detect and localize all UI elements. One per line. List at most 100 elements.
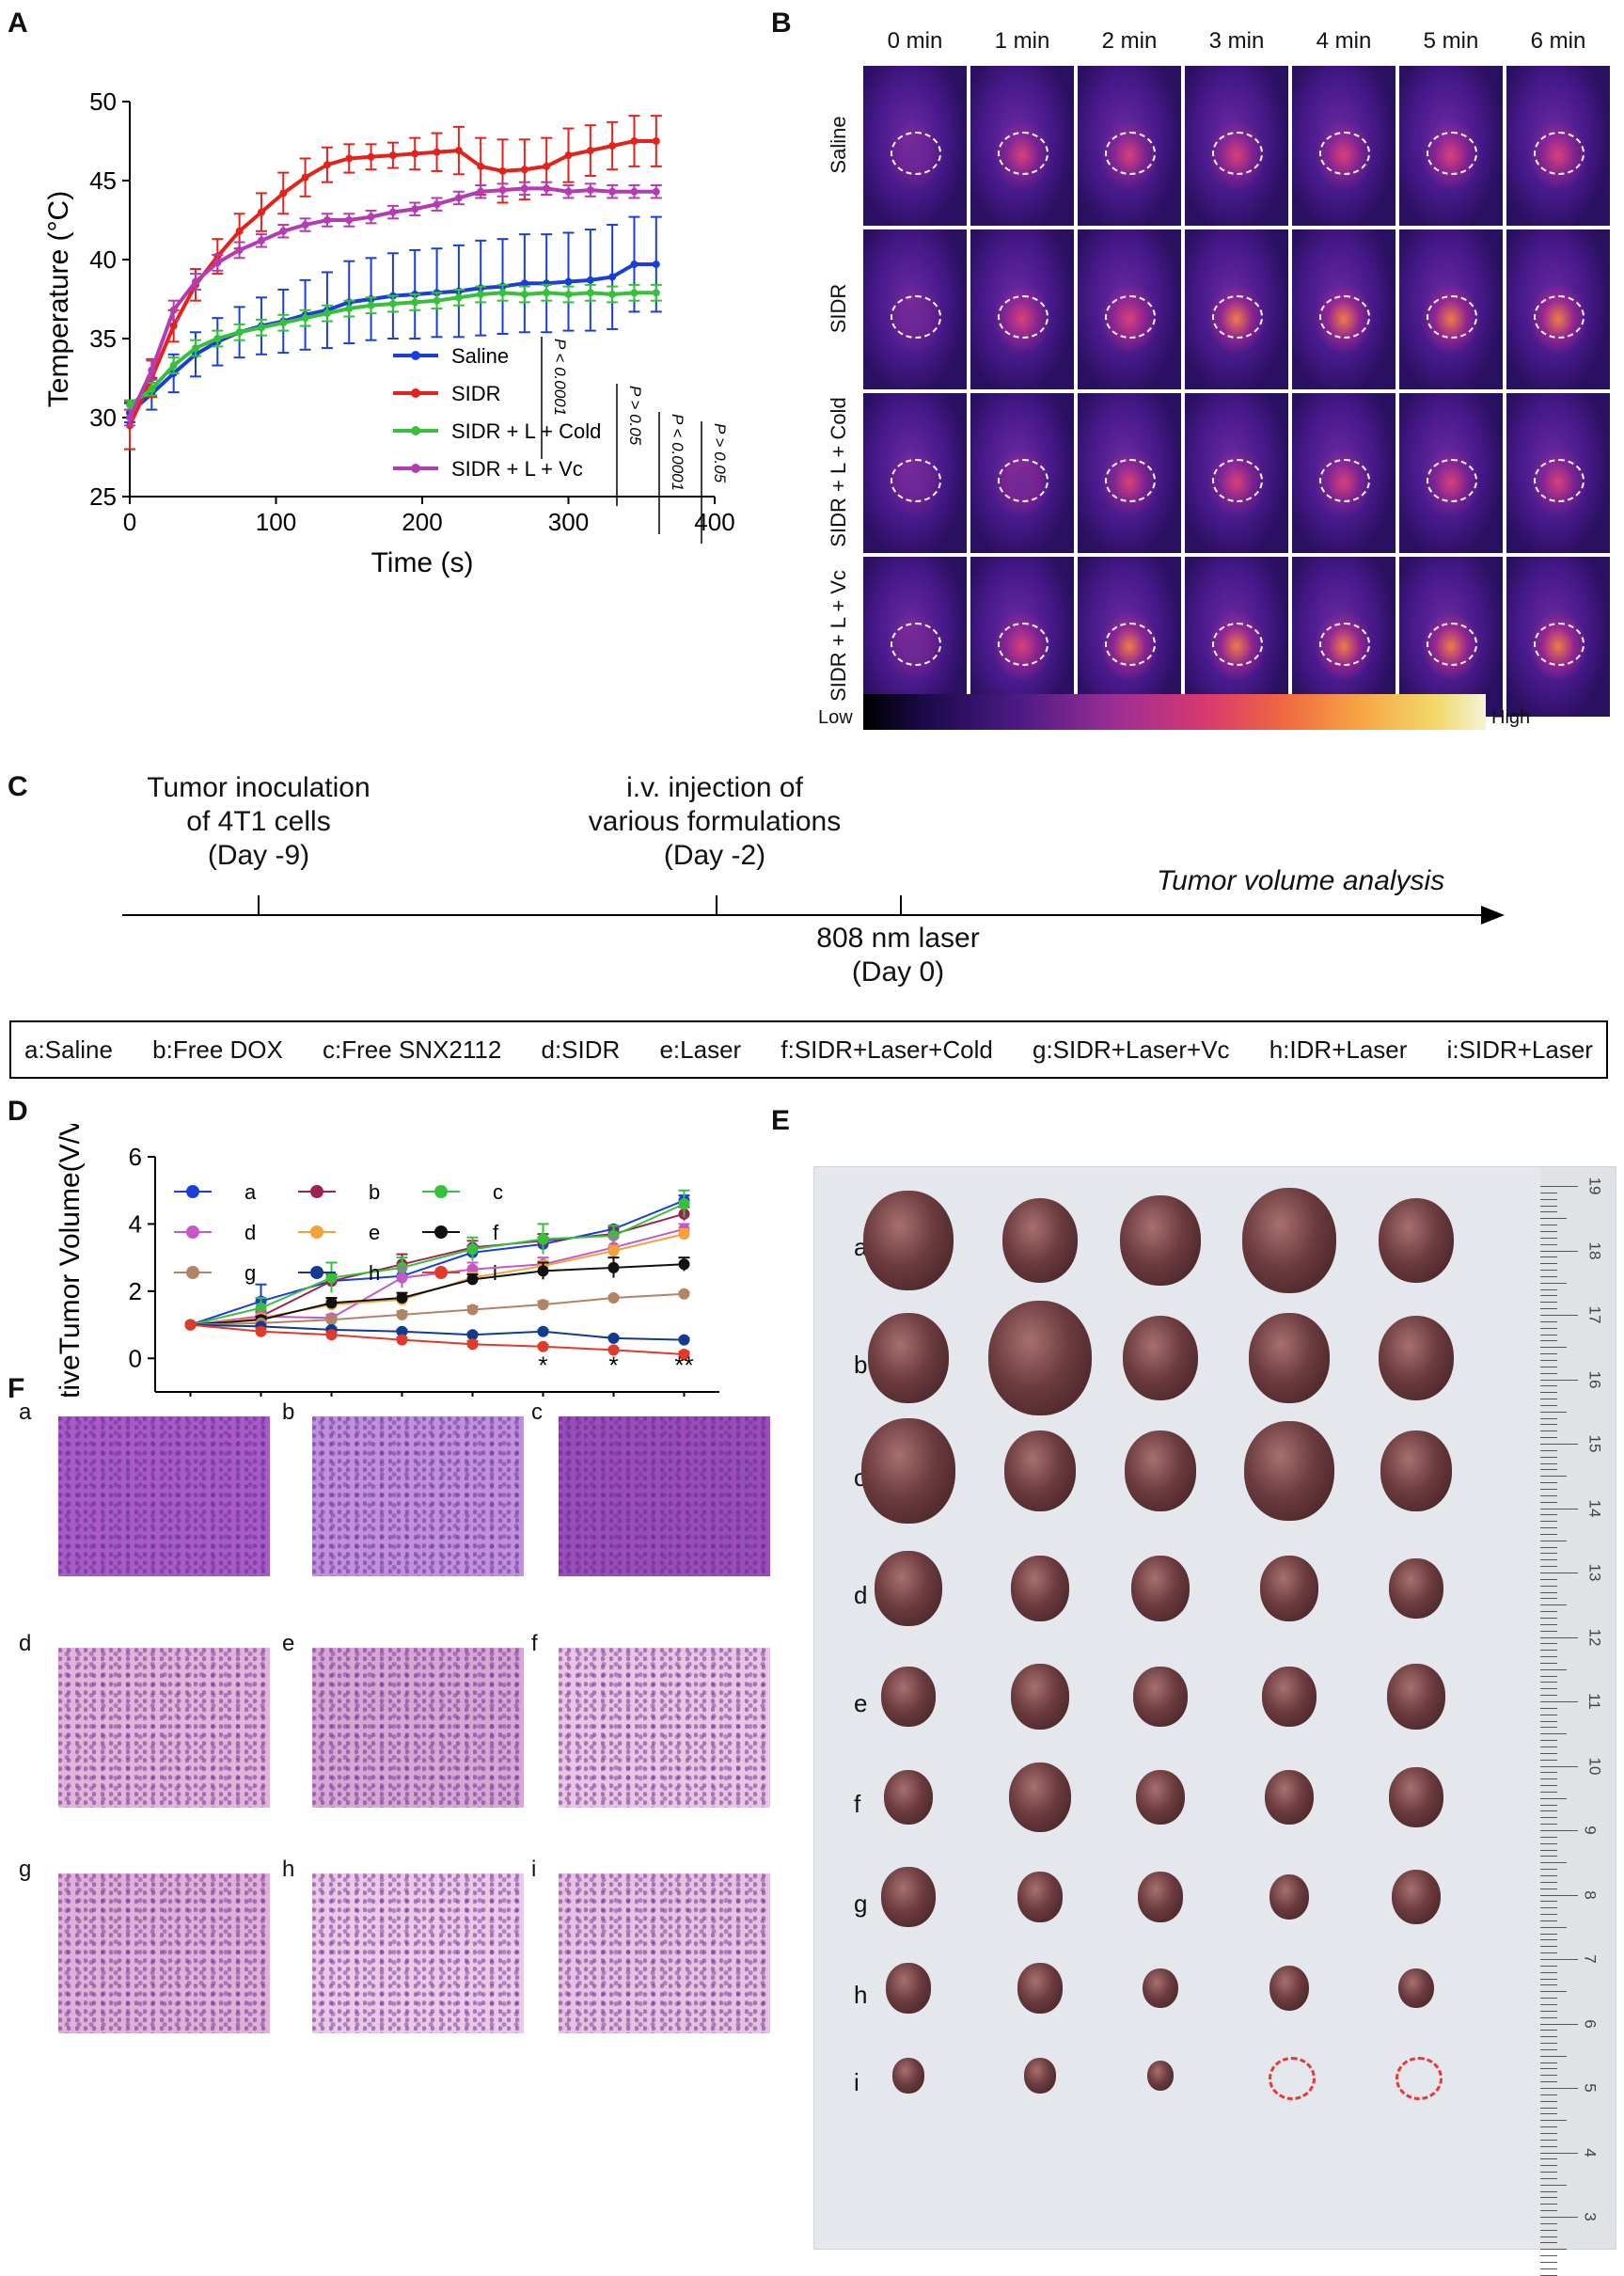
data-point [607,1245,620,1257]
tumor [1003,1430,1077,1511]
ruler-tick [1540,1469,1557,1471]
ruler-tick [1540,2048,1557,2050]
legend-label: SIDR + L + Vc [451,457,583,481]
tumor [1011,1664,1069,1730]
thermal-image [863,393,967,553]
stat-label: P > 0.05 [711,423,729,483]
data-point [586,289,594,297]
legend-label: a [244,1180,257,1204]
tumor [1138,1872,1183,1922]
ruler-tick [1540,1797,1567,1799]
data-point [396,1325,408,1337]
data-point [367,213,375,221]
thermal-image [1078,557,1181,717]
data-point [345,305,354,313]
roi-circle [998,623,1049,666]
ruler-tick [1540,2274,1557,2276]
roi-circle [998,132,1049,175]
data-point [652,289,660,297]
histology-image [312,1416,524,1576]
y-tick-label: 30 [89,403,117,432]
data-point [607,1229,620,1241]
histology-image [58,1416,270,1576]
thermal-image [1399,557,1503,717]
data-point [126,401,134,409]
ruler-tick [1540,1804,1557,1806]
ruler-tick [1540,1488,1557,1490]
ruler-tick [1540,1856,1557,1857]
data-point [477,187,485,196]
tumor [1378,1197,1455,1284]
ruler-tick [1540,1578,1557,1580]
ruler-label: 14 [1585,1499,1604,1517]
thermal-image [970,557,1074,717]
ruler-tick [1540,1998,1557,1999]
ruler-tick [1540,1559,1557,1561]
y-tick-label: 35 [89,324,117,353]
data-point [586,147,594,155]
roi-circle [1212,459,1263,502]
x-axis-label: Time (s) [371,547,474,578]
ruler-tick [1540,1521,1557,1523]
ruler-tick [1540,1824,1557,1826]
legend-label: f [493,1221,499,1244]
data-point [466,1243,479,1256]
tumor [863,1190,954,1291]
thermal-image [1185,393,1288,553]
timeline-event1-line1: Tumor inoculation [147,772,371,803]
data-point [213,259,222,267]
ruler-tick [1540,1727,1557,1729]
ruler-tick [1540,1598,1557,1600]
timeline-arrowhead [1481,906,1505,925]
ruler-tick [1540,1907,1557,1909]
ruler-tick [1540,1456,1557,1458]
thermal-image [1399,229,1503,389]
series-line-f [190,1263,685,1326]
legend-label: g [244,1261,256,1285]
time-label: 0 min [887,28,943,54]
legend-label: i [493,1261,497,1285]
tumor [1389,1767,1443,1827]
data-point [169,322,178,330]
ruler-label: 5 [1581,2083,1600,2093]
roi-circle [1319,459,1370,502]
ruler-tick [1540,1295,1557,1297]
ruler-tick [1540,1411,1567,1413]
histology-label: e [282,1631,295,1656]
data-point [169,306,178,314]
ruler-tick [1540,2088,1578,2089]
ruler-tick [1540,2055,1567,2057]
ruler-tick [1540,1720,1557,1722]
ruler-tick [1540,1430,1557,1432]
ruler-label: 10 [1585,1757,1604,1775]
histology-label: f [531,1631,538,1656]
ruler-tick [1540,1650,1557,1652]
data-point [184,1319,197,1331]
roi-circle [1534,623,1585,666]
group-c: c:Free SNX2112 [323,1035,502,1064]
data-point [477,162,485,170]
ruler-tick [1540,1334,1557,1336]
group-b: b:Free DOX [152,1035,283,1064]
timeline-event2-line1: i.v. injection of [626,772,803,803]
y-tick-label: 2 [129,1277,142,1305]
group-h: h:IDR+Laser [1269,1035,1408,1064]
data-point [257,236,265,245]
data-point [652,187,660,196]
thermal-image [863,229,967,389]
tumor [1269,1874,1310,1920]
data-point [520,184,528,193]
legend-marker [434,1185,448,1198]
ruler-tick [1540,2068,1557,2070]
data-point [564,290,573,298]
roi-circle [1105,132,1156,175]
time-label: 4 min [1316,28,1372,54]
thermal-image [1292,229,1395,389]
data-point [498,289,507,297]
ruler-tick [1540,2222,1557,2224]
tumor [1389,1558,1443,1619]
thermal-image [1399,66,1503,226]
roi-circle [1534,295,1585,339]
roi-circle [891,132,941,175]
data-point [255,1325,267,1337]
